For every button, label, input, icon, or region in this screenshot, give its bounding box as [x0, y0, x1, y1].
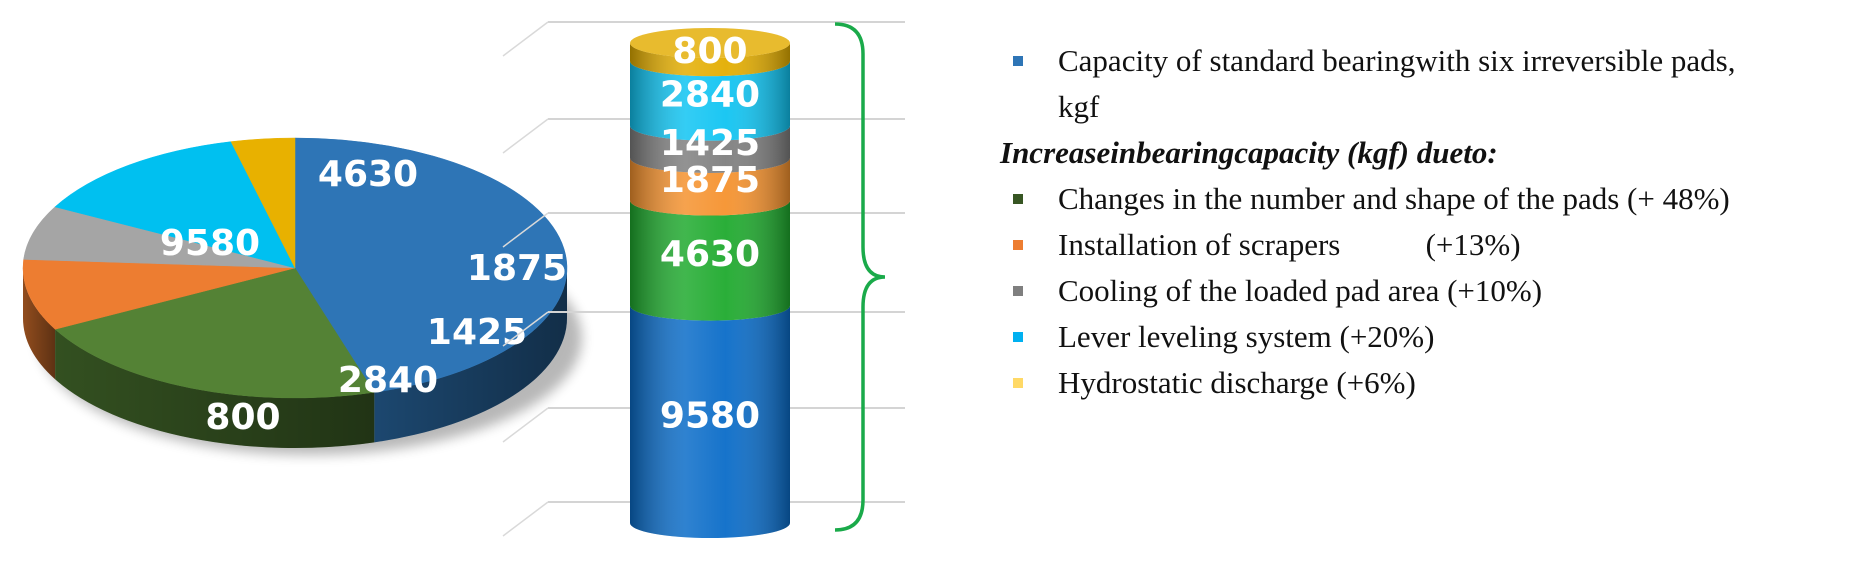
- legend-text: Hydrostatic discharge (+6%): [1058, 365, 1416, 400]
- stack-segment-shade: [630, 43, 790, 77]
- pie-data-label: 800: [205, 397, 280, 438]
- pie-data-label: 4630: [318, 154, 418, 195]
- legend-item-base: Capacity of standard bearingwith six irr…: [1000, 38, 1840, 130]
- legend-marker: [1013, 286, 1023, 296]
- legend-marker: [1013, 378, 1023, 388]
- legend-text-base: Capacity of standard bearingwith six irr…: [1058, 43, 1736, 78]
- legend-text: Changes in the number and shape of the p…: [1058, 181, 1730, 216]
- pie-slice: [294, 137, 568, 393]
- pie-data-label: 1425: [427, 312, 527, 353]
- pie-slice-side-shade: [23, 268, 56, 380]
- pie-slice-side-shade: [55, 329, 375, 449]
- legend-item: Cooling of the loaded pad area (+10%): [1000, 268, 1840, 314]
- pie-chart: 9580 4630 1875 1425 2840 800: [22, 137, 582, 455]
- legend-text-base-cont: kgf: [1058, 89, 1100, 124]
- pie-slice: [22, 259, 296, 330]
- legend-marker: [1013, 332, 1023, 342]
- stack-data-label: 1875: [660, 160, 760, 201]
- stack-data-label: 1425: [660, 123, 760, 164]
- legend-item: Lever leveling system (+20%): [1000, 314, 1840, 360]
- pie-slice: [23, 206, 296, 269]
- legend-marker-base: [1013, 56, 1023, 66]
- gridline-depth: [502, 311, 549, 347]
- legend-marker: [1013, 194, 1023, 204]
- pie-data-label: 1875: [467, 248, 567, 289]
- legend-marker: [1013, 240, 1023, 250]
- gridline-depth: [502, 212, 549, 248]
- pie-slice: [54, 267, 375, 399]
- stack-data-label: 2840: [660, 74, 760, 115]
- pie-slice: [230, 137, 296, 269]
- legend-item: Changes in the number and shape of the p…: [1000, 176, 1840, 222]
- legend-item: Hydrostatic discharge (+6%): [1000, 360, 1840, 406]
- legend-text: Lever leveling system (+20%): [1058, 319, 1435, 354]
- stack-segment-shade: [630, 61, 790, 141]
- gridline-depth: [502, 407, 549, 443]
- gridline-depth: [502, 118, 549, 154]
- curly-brace: [834, 22, 886, 532]
- pie-slice: [54, 141, 296, 269]
- legend-item: Installation of scrapers (+13%): [1000, 222, 1840, 268]
- pie-data-label: 9580: [160, 223, 260, 264]
- stack-data-label: 9580: [660, 395, 760, 436]
- legend: Capacity of standard bearingwith six irr…: [1000, 38, 1840, 406]
- stack-segment-shade: [630, 200, 790, 321]
- stack-segment-shade: [630, 157, 790, 216]
- legend-text: Cooling of the loaded pad area (+10%): [1058, 273, 1543, 308]
- gridline-depth: [502, 501, 549, 537]
- pie-slice-side-shade: [374, 268, 567, 443]
- stack-top-cap-highlight: [630, 28, 790, 58]
- stack-top-cap: [630, 28, 790, 58]
- legend-heading: Increaseinbearingcapacity (kgf) dueto:: [1000, 135, 1498, 170]
- stack-data-label: 800: [672, 31, 747, 72]
- pie-data-label: 2840: [338, 360, 438, 401]
- legend-items: Changes in the number and shape of the p…: [1000, 176, 1840, 406]
- stack-segment-shade: [630, 125, 790, 173]
- stack-segment-shade: [630, 305, 790, 538]
- gridline-depth: [502, 21, 549, 57]
- legend-text: Installation of scrapers (+13%): [1058, 227, 1521, 262]
- stack-data-label: 4630: [660, 234, 760, 275]
